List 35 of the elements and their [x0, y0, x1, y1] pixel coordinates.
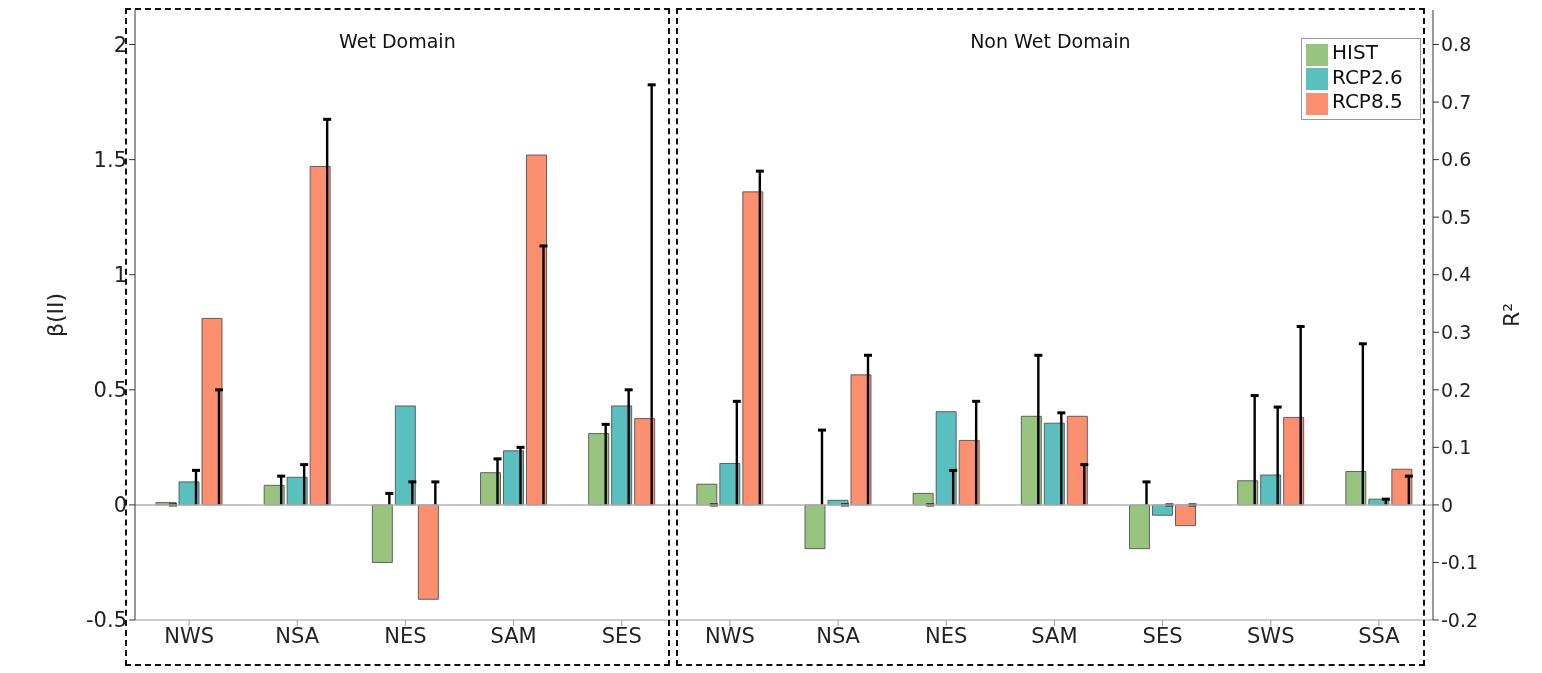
x-tick-label: NSA	[816, 623, 861, 648]
y-tick-label: 0.5	[93, 378, 127, 403]
y-tick-label: -0.5	[86, 608, 127, 633]
y2-tick-label: 0.8	[1441, 33, 1472, 56]
y2-tick-label: 0	[1441, 493, 1454, 516]
x-tick-label: SAM	[490, 623, 537, 648]
annotation: Wet Domain	[339, 30, 456, 52]
x-tick-label: SSA	[1358, 623, 1401, 648]
x-tick-label: NES	[925, 623, 968, 648]
x-tick-label: NES	[384, 623, 427, 648]
y2-axis-title: R²	[1498, 302, 1524, 328]
annotation: Non Wet Domain	[970, 30, 1131, 52]
y-tick-label: 2	[113, 32, 127, 57]
y-tick-label: 1.5	[93, 148, 127, 173]
x-tick-label: SES	[601, 623, 642, 648]
y2-tick-label: 0.5	[1441, 205, 1472, 228]
legend-label: RCP8.5	[1332, 89, 1403, 113]
y2-tick-label: -0.1	[1441, 551, 1479, 574]
x-tick-label: NWS	[705, 623, 755, 648]
y2-tick-label: 0.7	[1441, 90, 1472, 113]
y2-tick-label: -0.2	[1441, 608, 1479, 631]
y-axis-title: β(II)	[42, 292, 68, 338]
x-tick-label: SAM	[1031, 623, 1078, 648]
y-tick-label: 1	[113, 263, 127, 288]
legend-label: HIST	[1332, 40, 1378, 64]
x-tick-label: SWS	[1247, 623, 1295, 648]
x-tick-label: NWS	[164, 623, 214, 648]
y2-tick-label: 0.4	[1441, 263, 1472, 286]
y2-tick-label: 0.2	[1441, 378, 1472, 401]
y2-tick-label: 0.6	[1441, 148, 1472, 171]
legend-label: RCP2.6	[1332, 64, 1403, 89]
x-tick-label: NSA	[275, 623, 320, 648]
x-tick-label: SES	[1142, 623, 1183, 648]
y2-tick-label: 0.3	[1441, 321, 1472, 344]
y2-tick-label: 0.1	[1441, 436, 1472, 459]
